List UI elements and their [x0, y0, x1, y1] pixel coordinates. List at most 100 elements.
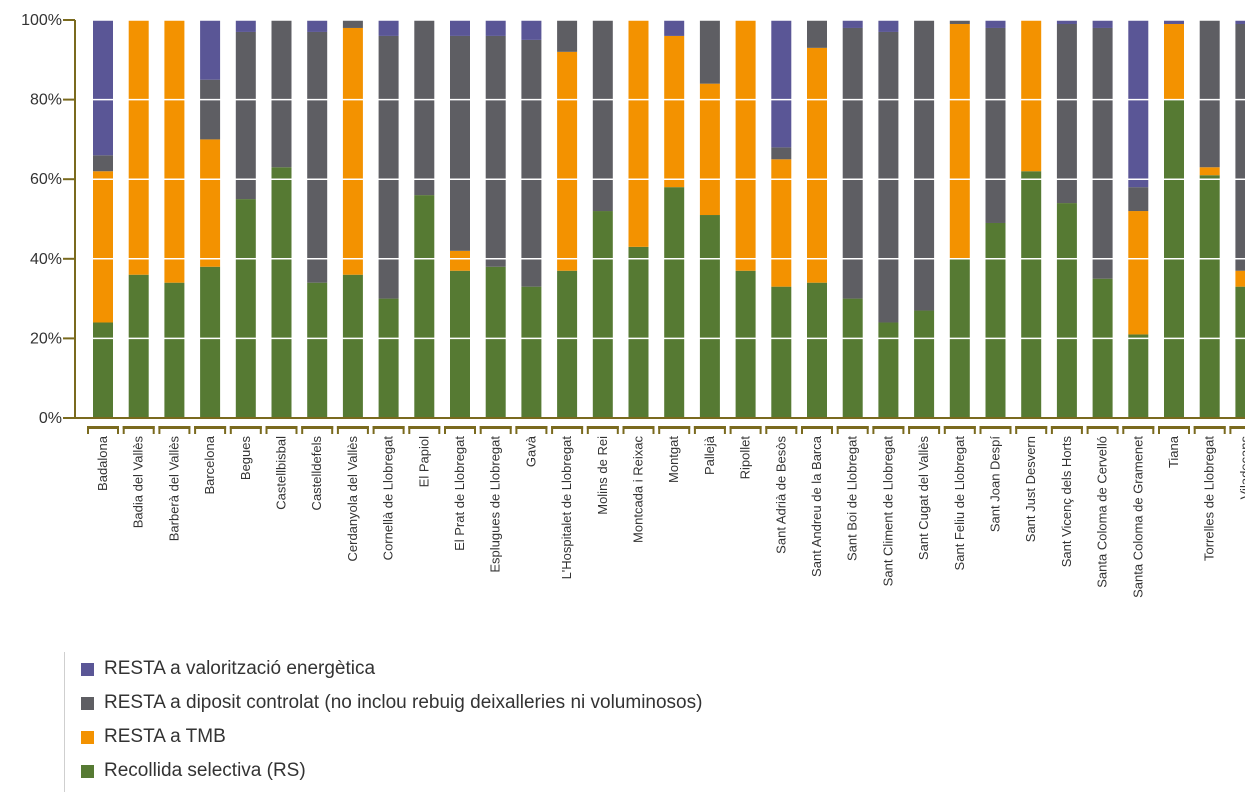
bar-segment-3-21 — [807, 20, 827, 48]
x-tick-right-14 — [581, 426, 584, 434]
x-tick-left-18 — [693, 426, 696, 434]
bar-segment-3-6 — [271, 20, 292, 168]
x-tick-label-20: Sant Adrià de Besòs — [773, 436, 788, 554]
x-tick-label-23: Sant Climent de Llobregat — [880, 436, 895, 587]
x-tick-right-10 — [438, 426, 441, 434]
bar-segment-1-27 — [1021, 171, 1042, 418]
bar-segment-3-9 — [378, 35, 399, 299]
x-tick-left-6 — [265, 426, 268, 434]
x-tick-label-32: Torrelles de Llobregat — [1202, 436, 1217, 561]
x-tick-left-15 — [586, 426, 589, 434]
x-tick-bar-17 — [658, 426, 691, 429]
legend: RESTA a valorització energètica RESTA a … — [64, 652, 965, 792]
bar-segment-2-2 — [128, 20, 149, 275]
x-tick-left-16 — [622, 426, 625, 434]
bar-segment-4-9 — [378, 20, 399, 36]
x-tick-bar-30 — [1122, 426, 1155, 429]
bar-segment-4-28 — [1056, 20, 1077, 24]
x-tick-label-13: Gavà — [523, 435, 538, 467]
x-tick-bar-32 — [1193, 426, 1226, 429]
x-tick-left-25 — [943, 426, 946, 434]
bar-segment-3-32 — [1199, 20, 1220, 168]
bar-segment-4-12 — [485, 20, 506, 36]
bar-segment-2-4 — [200, 139, 221, 267]
bar-segment-1-18 — [699, 215, 720, 418]
x-tick-bar-14 — [551, 426, 584, 429]
bar-segment-3-24 — [914, 20, 935, 311]
x-tick-right-28 — [1080, 426, 1083, 434]
bar-segment-3-5 — [235, 31, 256, 200]
x-tick-bar-24 — [908, 426, 941, 429]
bar-segment-1-30 — [1128, 334, 1149, 418]
bar-segment-4-29 — [1092, 20, 1113, 28]
x-tick-bar-20 — [765, 426, 798, 429]
bar-segment-4-4 — [200, 20, 221, 80]
bar-segment-3-29 — [1092, 27, 1113, 279]
x-tick-left-31 — [1158, 426, 1160, 434]
bar-segment-1-33 — [1235, 286, 1245, 418]
x-tick-label-1: Badalona — [95, 435, 110, 491]
x-tick-right-3 — [188, 426, 191, 434]
bar-segment-1-14 — [557, 270, 578, 418]
x-tick-bar-6 — [265, 426, 298, 429]
x-tick-label-9: Cornellà de Llobregat — [381, 436, 396, 561]
bar-segment-2-14 — [557, 51, 578, 271]
bar-segment-3-8 — [342, 20, 363, 28]
x-tick-left-2 — [122, 426, 125, 434]
bar-segment-1-2 — [128, 274, 149, 418]
x-tick-right-5 — [259, 426, 262, 434]
bar-segment-4-7 — [307, 20, 328, 32]
x-tick-left-30 — [1122, 426, 1125, 434]
x-tick-right-17 — [688, 426, 691, 434]
x-tick-right-21 — [831, 426, 833, 434]
x-tick-left-24 — [908, 426, 911, 434]
bar-segment-1-16 — [628, 246, 649, 418]
x-tick-left-29 — [1086, 426, 1089, 434]
x-tick-right-11 — [474, 426, 476, 434]
x-tick-label-17: Montgat — [666, 436, 681, 483]
bar-segment-1-20 — [771, 286, 792, 418]
x-tick-left-3 — [158, 426, 161, 434]
x-tick-left-33 — [1229, 426, 1232, 434]
x-tick-label-30: Santa Coloma de Gramenet — [1130, 436, 1145, 598]
bar-segment-3-33 — [1235, 23, 1245, 271]
x-tick-right-19 — [759, 426, 762, 434]
bar-segment-2-32 — [1199, 167, 1220, 176]
bar-segment-4-11 — [450, 20, 470, 36]
bar-segment-1-26 — [985, 222, 1006, 418]
bar-segment-1-5 — [235, 199, 256, 418]
bar-segment-2-8 — [342, 27, 363, 275]
bar-segment-3-22 — [842, 27, 863, 299]
x-tick-label-26: Sant Joan Despí — [988, 436, 1003, 533]
x-tick-right-7 — [331, 426, 334, 434]
x-tick-left-21 — [801, 426, 803, 434]
bar-segment-2-11 — [450, 250, 470, 271]
x-tick-left-12 — [479, 426, 482, 434]
x-tick-right-27 — [1045, 426, 1048, 434]
x-tick-bar-4 — [194, 426, 227, 429]
bar-segment-4-26 — [985, 20, 1006, 28]
legend-item-valoritzacio: RESTA a valorització energètica — [65, 652, 965, 686]
x-tick-label-29: Santa Coloma de Cervelló — [1095, 436, 1110, 588]
x-tick-left-17 — [658, 426, 661, 434]
x-tick-label-15: Molins de Rei — [595, 436, 610, 515]
bar-segment-4-17 — [664, 20, 685, 36]
x-tick-bar-10 — [408, 426, 441, 429]
bar-segment-1-15 — [592, 211, 613, 418]
bar-segment-2-16 — [628, 20, 649, 247]
x-tick-right-6 — [295, 426, 298, 434]
bar-segment-2-21 — [807, 47, 827, 283]
x-tick-bar-27 — [1015, 426, 1048, 429]
bar-segment-3-10 — [414, 20, 435, 196]
x-tick-right-29 — [1116, 426, 1119, 434]
x-tick-right-20 — [795, 426, 798, 434]
x-tick-label-2: Badia del Vallès — [131, 436, 146, 529]
bar-segment-2-27 — [1021, 20, 1042, 172]
x-tick-label-27: Sant Just Desvern — [1023, 436, 1038, 542]
x-tick-label-22: Sant Boi de Llobregat — [845, 436, 860, 561]
x-tick-bar-33 — [1229, 426, 1245, 429]
bar-segment-3-7 — [307, 31, 328, 283]
x-tick-left-20 — [765, 426, 768, 434]
legend-swatch-rs — [81, 764, 94, 778]
x-tick-label-21: Sant Andreu de la Barca — [809, 435, 824, 577]
